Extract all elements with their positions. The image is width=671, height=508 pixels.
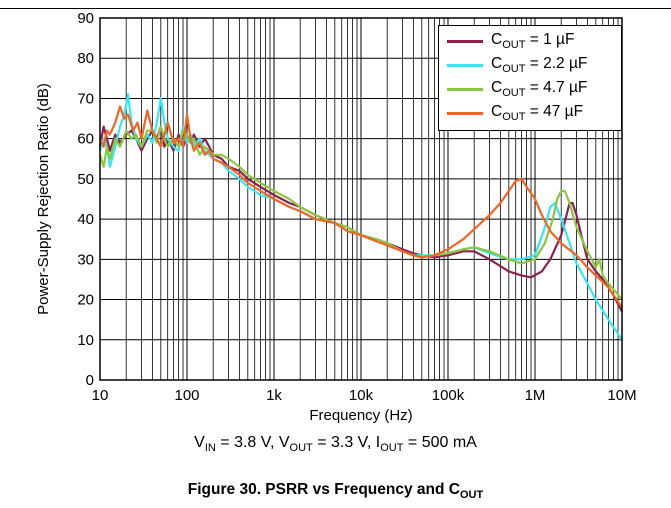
x-tick-label: 10 xyxy=(92,387,109,404)
x-tick-label: 1k xyxy=(266,387,282,404)
series-line xyxy=(98,105,623,309)
y-tick-label: 80 xyxy=(77,50,94,67)
y-tick-label: 60 xyxy=(77,131,94,148)
x-tick-labels: 10 100 1k 10k 100k 1M 10M xyxy=(92,387,637,404)
y-tick-label: 0 xyxy=(86,372,94,389)
legend-swatch xyxy=(447,40,483,43)
y-tick-label: 30 xyxy=(77,251,94,268)
y-tick-label: 50 xyxy=(77,171,94,188)
legend-swatch xyxy=(447,64,483,67)
legend-swatch xyxy=(447,88,483,91)
legend-label: COUT = 2.2 µF xyxy=(491,55,588,75)
y-axis-title: Power-Supply Rejection Ratio (dB) xyxy=(35,83,52,315)
series-line xyxy=(98,125,623,313)
y-tick-label: 10 xyxy=(77,332,94,349)
x-tick-label: 10k xyxy=(349,387,374,404)
series-lines xyxy=(98,93,623,341)
legend-label: COUT = 4.7 µF xyxy=(491,79,588,99)
y-tick-label: 70 xyxy=(77,90,94,107)
x-axis-title: Frequency (Hz) xyxy=(309,407,412,424)
x-tick-label: 1M xyxy=(525,387,546,404)
x-tick-label: 100 xyxy=(174,387,199,404)
y-tick-label: 90 xyxy=(77,10,94,27)
legend-item: COUT = 1 µF xyxy=(439,30,621,52)
series-line xyxy=(98,125,623,301)
legend-swatch xyxy=(447,112,483,115)
y-tick-label: 40 xyxy=(77,211,94,228)
legend-item: COUT = 4.7 µF xyxy=(439,78,621,100)
figure-caption: Figure 30. PSRR vs Frequency and COUT xyxy=(187,481,484,501)
legend-item: COUT = 47 µF xyxy=(439,102,621,124)
plot-frame xyxy=(99,17,623,381)
test-conditions: VIN = 3.8 V, VOUT = 3.3 V, IOUT = 500 mA xyxy=(194,434,477,454)
legend-label: COUT = 47 µF xyxy=(491,103,584,123)
x-tick-label: 100k xyxy=(432,387,465,404)
y-tick-label: 20 xyxy=(77,292,94,309)
legend-item: COUT = 2.2 µF xyxy=(439,54,621,76)
x-tick-label: 10M xyxy=(607,387,636,404)
legend: COUT = 1 µF COUT = 2.2 µF COUT = 4.7 µF … xyxy=(438,25,622,131)
top-rule xyxy=(0,8,671,9)
y-tick-labels: 0 10 20 30 40 50 60 70 80 90 xyxy=(77,10,94,389)
legend-label: COUT = 1 µF xyxy=(491,31,575,51)
